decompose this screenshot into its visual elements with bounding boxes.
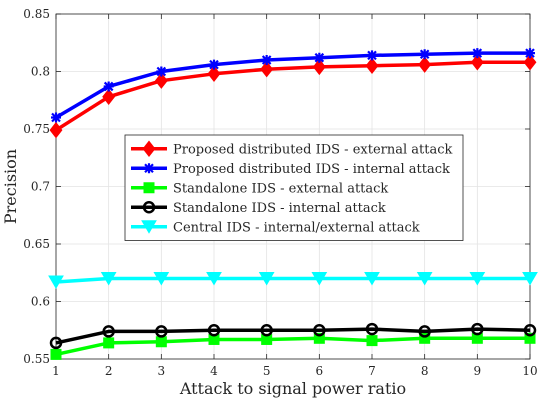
legend-item: Proposed distributed IDS - external atta… [131,140,452,157]
data-point-marker [419,49,430,60]
data-point-marker [470,54,484,71]
data-point-marker [365,57,379,74]
legend-swatch-marker [142,140,156,157]
data-point-marker [313,332,325,344]
y-tick-label: 0.55 [23,352,50,366]
data-point-marker [207,65,221,83]
legend-label: Proposed distributed IDS - internal atta… [173,162,450,177]
data-point-marker [419,332,431,344]
data-point-marker [50,348,62,360]
data-point-marker [418,56,432,73]
y-tick-label: 0.7 [31,180,50,194]
legend-label: Proposed distributed IDS - external atta… [173,142,452,157]
legend-label: Central IDS - internal/external attack [173,220,420,235]
series-2 [50,332,536,360]
legend-swatch-marker [144,163,154,174]
legend-swatch-marker [143,182,155,194]
data-point-marker [51,112,61,123]
legend-label: Standalone IDS - external attack [173,181,388,196]
legend-item: Standalone IDS - internal attack [131,201,386,216]
series-4 [48,272,538,289]
x-tick-label: 7 [368,364,376,378]
y-axis-label: Precision [1,149,20,224]
data-point-marker [156,66,167,77]
x-tick-label: 9 [474,364,482,378]
data-point-marker [523,54,537,71]
data-point-marker [366,335,378,347]
data-point-marker [100,272,117,286]
data-point-marker [365,322,379,336]
data-point-marker [260,324,273,337]
data-point-marker [364,272,380,286]
data-point-marker [367,50,377,61]
data-point-marker [206,272,222,286]
data-point-marker [102,325,115,338]
x-axis-label: Attack to signal power ratio [179,379,406,398]
legend-item: Proposed distributed IDS - internal atta… [131,162,450,177]
data-point-marker [312,58,326,76]
data-point-marker [153,272,170,286]
series-line [55,276,530,284]
x-tick-label: 10 [522,364,537,378]
y-tick-label: 0.65 [23,237,50,251]
legend-item: Central IDS - internal/external attack [131,220,420,235]
legend-box [124,134,464,241]
data-point-marker [49,336,63,350]
x-tick-label: 6 [316,364,324,378]
data-point-marker [102,88,116,106]
y-tick-label: 0.6 [31,295,50,309]
series-0 [49,54,537,139]
series-line [55,327,531,345]
data-point-marker [418,325,431,338]
data-point-marker [524,332,536,344]
data-point-marker [49,121,63,139]
series-line [55,336,530,357]
data-point-marker [155,325,168,338]
x-tick-label: 8 [421,364,429,378]
data-point-marker [416,272,433,286]
series-1 [51,48,535,123]
data-point-marker [522,272,538,286]
data-point-marker [469,272,486,286]
data-point-marker [314,52,325,63]
data-point-marker [209,59,219,70]
legend-swatch-marker [141,220,157,234]
data-point-marker [155,336,167,348]
series-line [55,60,530,132]
x-tick-label: 1 [52,364,60,378]
data-point-marker [103,81,114,92]
series-group [48,48,538,360]
data-point-marker [258,272,275,286]
y-tick-label: 0.8 [31,65,50,79]
x-tick-label: 5 [263,364,271,378]
data-point-marker [311,272,328,286]
data-point-marker [103,337,115,349]
data-point-marker [48,275,64,289]
legend-label: Standalone IDS - internal attack [173,201,386,216]
legend: Proposed distributed IDS - external atta… [124,134,464,241]
data-point-marker [260,60,274,78]
data-point-marker [525,48,535,59]
y-tick-label: 0.85 [23,7,50,21]
data-point-marker [471,322,484,336]
data-point-marker [207,324,221,337]
x-tick-label: 2 [105,364,113,378]
y-tick-label: 0.75 [23,122,50,136]
x-tick-label: 3 [158,364,166,378]
data-point-marker [472,48,483,59]
legend-swatch-marker [142,201,156,214]
x-tick-label: 4 [210,364,218,378]
y-axis-ticks: 0.55 0.6 0.65 0.7 0.75 0.8 0.85 [23,7,530,366]
legend-item: Standalone IDS - external attack [131,181,388,196]
series-3 [49,322,537,350]
data-point-marker [154,72,168,89]
data-point-marker [261,55,272,65]
series-line [55,51,530,120]
x-axis-ticks: 1 2 3 4 5 6 7 8 9 10 [52,14,538,378]
data-point-marker [313,324,326,337]
data-point-marker [523,324,537,337]
